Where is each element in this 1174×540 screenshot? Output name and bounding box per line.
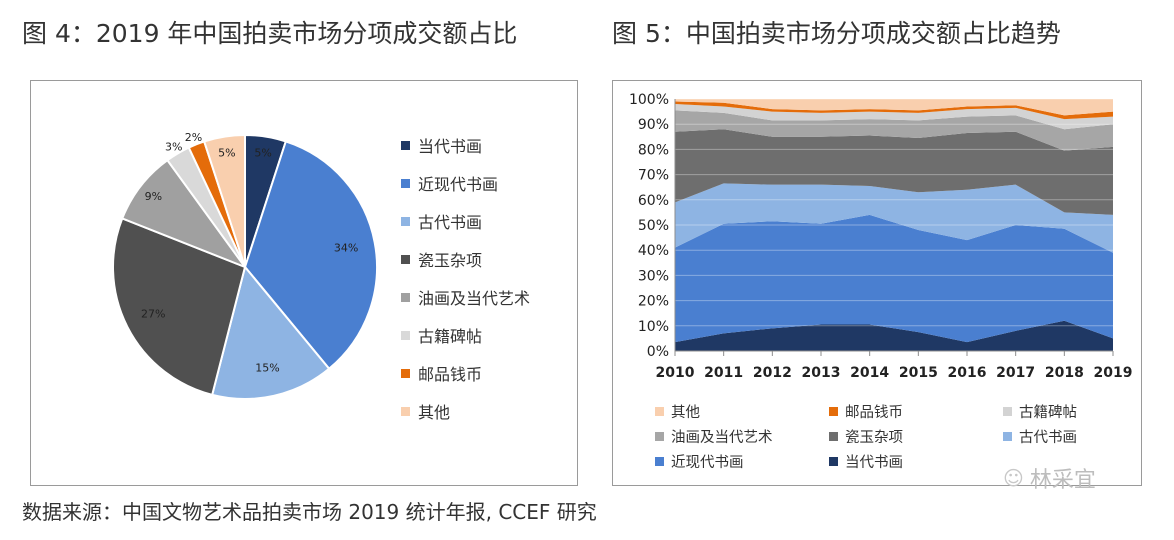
x-tick-label: 2012	[753, 365, 792, 381]
x-tick-label: 2018	[1045, 365, 1084, 381]
legend-label: 瓷玉杂项	[418, 251, 483, 270]
pie-slice	[243, 140, 378, 371]
x-tick-label: 2010	[656, 365, 695, 381]
wechat-icon: ☺	[1003, 466, 1024, 490]
pie-slice	[112, 217, 247, 397]
pie-chart-title: 图 4：2019 年中国拍卖市场分项成交额占比	[22, 19, 518, 48]
y-tick-label: 30%	[638, 268, 669, 284]
area-series	[675, 214, 1113, 343]
legend-label: 古代书画	[418, 213, 483, 232]
legend-label: 瓷玉杂项	[845, 430, 903, 446]
area-legend-item: 油画及当代艺术	[655, 426, 773, 447]
legend-label: 当代书画	[418, 137, 483, 156]
area-legend-item: 古籍碑帖	[1003, 401, 1077, 422]
legend-swatch	[401, 216, 410, 226]
legend-label: 油画及当代艺术	[671, 430, 773, 446]
y-tick-label: 40%	[638, 243, 669, 259]
legend-swatch	[655, 407, 664, 416]
source-note: 数据来源：中国文物艺术品拍卖市场 2019 统计年报, CCEF 研究	[22, 500, 597, 524]
area-series	[675, 101, 1113, 120]
legend-label: 邮品钱币	[418, 365, 483, 384]
area-legend-item: 瓷玉杂项	[829, 426, 903, 447]
legend-label: 邮品钱币	[845, 405, 903, 421]
x-tick-label: 2016	[948, 365, 987, 381]
y-tick-label: 20%	[638, 294, 669, 310]
legend-swatch	[401, 292, 410, 302]
pie-data-label: 2%	[185, 131, 202, 144]
watermark-text: 林采宜	[1029, 468, 1096, 493]
area-legend-item: 古代书画	[1003, 426, 1077, 447]
legend-swatch	[829, 407, 838, 416]
legend-swatch	[401, 254, 410, 264]
area-series	[675, 183, 1113, 253]
area-series	[675, 99, 1113, 116]
pie-data-label: 5%	[218, 146, 235, 159]
legend-swatch	[1003, 432, 1012, 441]
watermark: ☺ 林采宜	[1003, 462, 1096, 494]
legend-swatch	[401, 140, 410, 150]
pie-data-label: 5%	[254, 146, 271, 159]
legend-label: 古代书画	[1019, 430, 1077, 446]
legend-swatch	[655, 432, 664, 441]
legend-label: 近现代书画	[671, 455, 744, 471]
pie-slice	[202, 133, 246, 268]
area-legend-item: 当代书画	[829, 451, 903, 472]
area-series	[675, 129, 1113, 215]
x-tick-label: 2011	[704, 365, 743, 381]
x-tick-label: 2015	[899, 365, 938, 381]
y-tick-label: 50%	[638, 218, 669, 234]
legend-label: 油画及当代艺术	[418, 289, 531, 308]
pie-legend-item: 近现代书画	[401, 171, 498, 195]
pie-legend-item: 古籍碑帖	[401, 323, 482, 347]
legend-label: 古籍碑帖	[418, 327, 483, 346]
pie-legend-item: 油画及当代艺术	[401, 285, 530, 309]
y-tick-label: 100%	[629, 92, 669, 108]
area-legend-item: 其他	[655, 401, 700, 422]
legend-label: 古籍碑帖	[1019, 405, 1077, 421]
legend-swatch	[401, 178, 410, 188]
x-tick-label: 2017	[996, 365, 1035, 381]
legend-swatch	[655, 457, 664, 466]
legend-label: 近现代书画	[418, 175, 499, 194]
legend-swatch	[401, 330, 410, 340]
pie-data-label: 34%	[334, 242, 358, 255]
legend-label: 其他	[671, 405, 700, 421]
legend-swatch	[401, 406, 410, 416]
pie-legend-item: 邮品钱币	[401, 361, 482, 385]
y-tick-label: 60%	[638, 193, 669, 209]
pie-slice	[210, 264, 331, 400]
legend-label: 其他	[418, 403, 451, 422]
x-tick-label: 2019	[1094, 365, 1133, 381]
legend-swatch	[829, 457, 838, 466]
area-series	[675, 320, 1113, 351]
pie-data-label: 3%	[165, 140, 182, 153]
pie-legend-item: 其他	[401, 399, 450, 423]
legend-swatch	[829, 432, 838, 441]
y-tick-label: 90%	[638, 117, 669, 133]
y-tick-label: 0%	[647, 344, 669, 360]
area-legend-item: 邮品钱币	[829, 401, 903, 422]
pie-data-label: 27%	[141, 308, 165, 321]
area-series	[675, 104, 1113, 130]
area-chart: 0% 10% 20% 30% 40% 50% 60% 70% 80% 90% 100% 2010 201…	[629, 92, 1133, 381]
pie-data-label: 9%	[145, 190, 162, 203]
y-tick-label: 70%	[638, 168, 669, 184]
pie-legend-item: 瓷玉杂项	[401, 247, 482, 271]
legend-swatch	[1003, 407, 1012, 416]
pie-chart-panel: 5% 34% 15% 27% 9% 3% 2% 5% 当代书画近现代书画古代书画瓷玉杂项油画及…	[30, 80, 578, 486]
y-tick-label: 10%	[638, 319, 669, 335]
pie-legend-item: 当代书画	[401, 133, 482, 157]
pie-data-label: 15%	[255, 361, 279, 374]
area-chart-panel: 0% 10% 20% 30% 40% 50% 60% 70% 80% 90% 100% 2010 201…	[612, 80, 1142, 486]
x-tick-label: 2013	[802, 365, 841, 381]
legend-swatch	[401, 368, 410, 378]
pie-legend-item: 古代书画	[401, 209, 482, 233]
pie-chart: 5% 34% 15% 27% 9% 3%2% 5%	[112, 131, 378, 400]
y-tick-label: 80%	[638, 142, 669, 158]
x-tick-label: 2014	[850, 365, 889, 381]
legend-label: 当代书画	[845, 455, 903, 471]
area-legend-item: 近现代书画	[655, 451, 744, 472]
area-chart-title: 图 5：中国拍卖市场分项成交额占比趋势	[612, 19, 1061, 48]
